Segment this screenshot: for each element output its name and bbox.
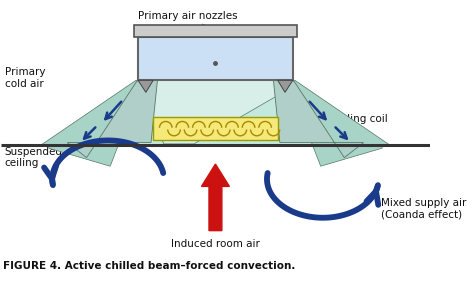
Text: Induced room air: Induced room air xyxy=(171,239,260,249)
Text: FIGURE 4. Active chilled beam–forced convection.: FIGURE 4. Active chilled beam–forced con… xyxy=(3,261,295,271)
Polygon shape xyxy=(273,80,364,158)
FancyBboxPatch shape xyxy=(153,117,278,140)
Polygon shape xyxy=(138,80,293,144)
Polygon shape xyxy=(138,80,153,92)
FancyBboxPatch shape xyxy=(138,37,293,80)
Polygon shape xyxy=(278,80,293,92)
Text: Cooling coil: Cooling coil xyxy=(281,114,388,128)
FancyArrow shape xyxy=(201,164,229,231)
Text: Primary air nozzles: Primary air nozzles xyxy=(138,11,238,25)
Text: Suspended
ceiling: Suspended ceiling xyxy=(4,147,62,168)
Polygon shape xyxy=(42,80,143,166)
Text: Mixed supply air
(Coanda effect): Mixed supply air (Coanda effect) xyxy=(381,198,466,220)
Polygon shape xyxy=(67,80,157,158)
Text: Primary
air plenum: Primary air plenum xyxy=(187,44,244,65)
Polygon shape xyxy=(288,80,389,166)
Polygon shape xyxy=(44,80,387,145)
FancyBboxPatch shape xyxy=(134,25,297,37)
Text: Primary
cold air: Primary cold air xyxy=(5,67,46,89)
